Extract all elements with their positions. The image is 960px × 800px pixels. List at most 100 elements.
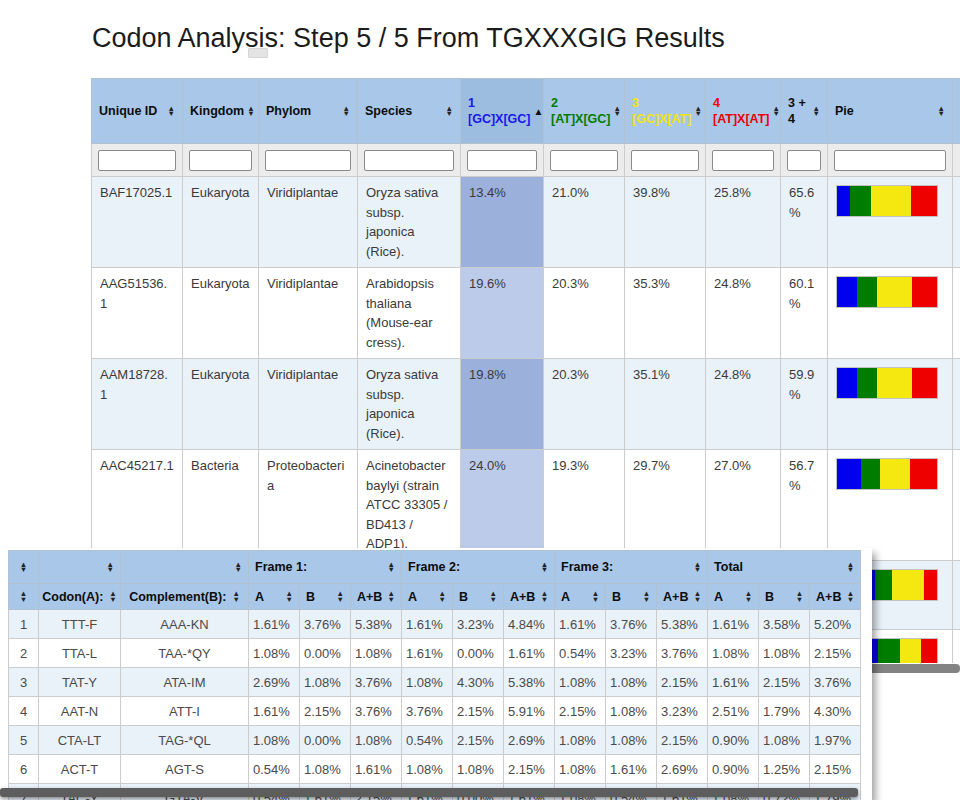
phylom-filter-input[interactable]	[265, 150, 351, 171]
p1-filter-input[interactable]	[467, 150, 537, 171]
codon-horizontal-scrollbar[interactable]	[0, 788, 858, 797]
pie-segment-red	[921, 639, 937, 664]
codon-column-header[interactable]: Codon(A):▲▼	[39, 584, 121, 610]
group-header-1[interactable]: Frame 1:▲▼	[249, 551, 402, 584]
species-filter-input[interactable]	[364, 150, 454, 171]
cell-frequency: 1.08%	[351, 639, 402, 668]
cell-codon: ACT-T	[39, 755, 121, 784]
p34-filter-input[interactable]	[787, 150, 821, 171]
cell-frequency: 1.08%	[606, 697, 657, 726]
row-number-header[interactable]: ▲▼	[9, 584, 39, 610]
drag-handle-icon[interactable]	[248, 48, 268, 58]
column-header-pie[interactable]: Pie▲▼	[828, 79, 953, 144]
group-header-4[interactable]: Total▲▼	[708, 551, 861, 584]
column-header-p2[interactable]: 2[AT]X[GC]▲▼	[544, 79, 625, 144]
group-header-2[interactable]: Frame 2:▲▼	[402, 551, 555, 584]
group-header-empty[interactable]: ▲▼	[9, 551, 39, 584]
column-header-p1[interactable]: 1[GC]X[GC]▲	[461, 79, 544, 144]
column-header-kingdom[interactable]: Kingdom▲▼	[183, 79, 259, 144]
cell-pie	[828, 177, 953, 268]
codon-table-row[interactable]: 3TAT-YATA-IM2.69%1.08%3.76%1.08%4.30%5.3…	[9, 668, 861, 697]
column-label: 1	[468, 95, 531, 111]
filter-cell	[358, 144, 461, 177]
column-label: 2	[551, 95, 610, 111]
cell-p34: 59.9%	[781, 359, 828, 450]
subcol-header-a[interactable]: A▲▼	[249, 584, 300, 610]
subcol-header-aplusb[interactable]: A+B▲▼	[351, 584, 402, 610]
sort-icon: ▲▼	[643, 591, 650, 602]
subcol-header-b[interactable]: B▲▼	[453, 584, 504, 610]
cell-frequency: 2.15%	[657, 668, 708, 697]
cell-frequency: 0.90%	[708, 755, 759, 784]
pie-filter-input[interactable]	[834, 150, 946, 171]
group-header-3[interactable]: Frame 3:▲▼	[555, 551, 708, 584]
column-header-unique_id[interactable]: Unique ID▲▼	[92, 79, 183, 144]
codon-table-row[interactable]: 1TTT-FAAA-KN1.61%3.76%5.38%1.61%3.23%4.8…	[9, 610, 861, 639]
cell-frequency: 2.69%	[657, 755, 708, 784]
group-header-empty[interactable]: ▲▼	[39, 551, 121, 584]
subcol-header-a[interactable]: A▲▼	[555, 584, 606, 610]
sort-icon: ▲▼	[20, 591, 27, 602]
cell-codon: AAT-N	[39, 697, 121, 726]
sort-icon: ▲▼	[541, 591, 548, 602]
column-header-phylom[interactable]: Phylom▲▼	[259, 79, 358, 144]
cell-frequency: 5.91%	[504, 697, 555, 726]
species-table-row[interactable]: AAC45217.1BacteriaProteobacteriaAcinetob…	[92, 450, 960, 561]
cell-row-number: 1	[9, 610, 39, 639]
column-header-p4[interactable]: 4[AT]X[AT]▲▼	[706, 79, 781, 144]
subcol-header-aplusb[interactable]: A+B▲▼	[504, 584, 555, 610]
cell-frequency: 0.00%	[300, 726, 351, 755]
filter-cell	[625, 144, 706, 177]
subcol-header-a[interactable]: A▲▼	[402, 584, 453, 610]
p2-filter-input[interactable]	[550, 150, 618, 171]
subcol-header-aplusb[interactable]: A+B▲▼	[810, 584, 861, 610]
codon-table-row[interactable]: 2TTA-LTAA-*QY1.08%0.00%1.08%1.61%0.00%1.…	[9, 639, 861, 668]
cell-species: Acinetobacter baylyi (strain ATCC 33305 …	[358, 450, 461, 561]
codon-table-row[interactable]: 6ACT-TAGT-S0.54%1.08%1.61%1.08%1.08%2.15…	[9, 755, 861, 784]
p3-filter-input[interactable]	[631, 150, 699, 171]
group-header-empty[interactable]: ▲▼	[121, 551, 249, 584]
cell-p34: 60.1%	[781, 268, 828, 359]
column-label: 4	[713, 95, 769, 111]
complement-column-header[interactable]: Complement(B):▲▼	[121, 584, 249, 610]
cell-frequency: 5.38%	[657, 610, 708, 639]
cell-frequency: 1.61%	[555, 610, 606, 639]
pie-segment-yellow	[877, 277, 912, 307]
column-label: Complement(B):	[129, 590, 226, 604]
cell-row-number: 6	[9, 755, 39, 784]
subcol-header-a[interactable]: A▲▼	[708, 584, 759, 610]
cell-frequency: 2.15%	[759, 668, 810, 697]
column-label: Codon(A):	[42, 590, 103, 604]
sort-icon: ▲▼	[813, 106, 820, 117]
pie-segment-green	[861, 459, 880, 489]
sort-icon: ▲▼	[745, 591, 752, 602]
species-table-row[interactable]: BAF17025.1EukaryotaViridiplantaeOryza sa…	[92, 177, 960, 268]
column-header-p34[interactable]: 3 +4▲▼	[781, 79, 828, 144]
kingdom-filter-input[interactable]	[189, 150, 252, 171]
cell-frequency: 3.76%	[351, 668, 402, 697]
subcol-header-aplusb[interactable]: A+B▲▼	[657, 584, 708, 610]
cell-p2: 20.3%	[544, 268, 625, 359]
subcol-label: A	[408, 590, 417, 604]
species-table-row[interactable]: AAG51536.1EukaryotaViridiplantaeArabidop…	[92, 268, 960, 359]
column-label: Species	[365, 103, 412, 119]
cell-kingdom: Bacteria	[183, 450, 259, 561]
subcol-header-b[interactable]: B▲▼	[759, 584, 810, 610]
p4-filter-input[interactable]	[712, 150, 774, 171]
subcol-header-b[interactable]: B▲▼	[606, 584, 657, 610]
unique_id-filter-input[interactable]	[98, 150, 176, 171]
column-header-extra[interactable]	[953, 79, 960, 144]
subcol-header-b[interactable]: B▲▼	[300, 584, 351, 610]
sort-icon: ▲▼	[343, 106, 350, 117]
cell-extra	[953, 560, 960, 629]
cell-frequency: 3.76%	[402, 697, 453, 726]
codon-table-row[interactable]: 5CTA-LTTAG-*QL1.08%0.00%1.08%0.54%2.15%2…	[9, 726, 861, 755]
codon-table-row[interactable]: 4AAT-NATT-I1.61%2.15%3.76%3.76%2.15%5.91…	[9, 697, 861, 726]
subcol-label: A+B	[816, 590, 841, 604]
cell-frequency: 3.76%	[300, 610, 351, 639]
column-header-species[interactable]: Species▲▼	[358, 79, 461, 144]
column-header-p3[interactable]: 3[GC]X[AT]▲▼	[625, 79, 706, 144]
group-header-label: Frame 3:	[561, 560, 613, 574]
species-table-row[interactable]: AAM18728.1EukaryotaViridiplantaeOryza sa…	[92, 359, 960, 450]
cell-frequency: 1.08%	[555, 668, 606, 697]
